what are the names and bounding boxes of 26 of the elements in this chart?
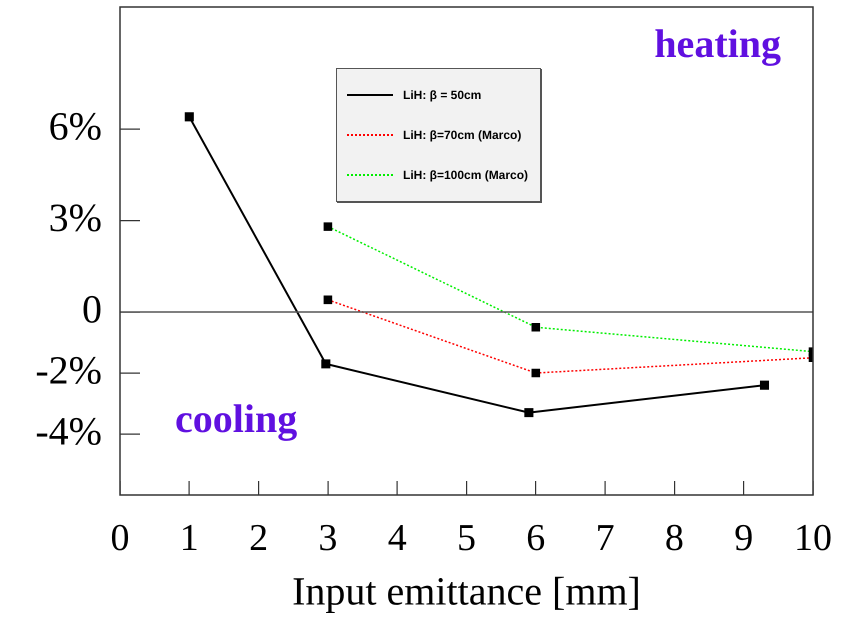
x-tick-label: 7 <box>596 516 615 559</box>
point <box>184 112 194 122</box>
x-tick-label: 0 <box>110 516 130 559</box>
x-tick-label: 10 <box>794 516 832 559</box>
annotation: heating <box>654 21 781 66</box>
annotation: cooling <box>175 396 298 441</box>
x-tick-label: 5 <box>457 516 476 559</box>
y-tick-label: 0 <box>82 286 102 332</box>
legend-label: LiH: β=70cm (Marco) <box>403 128 522 142</box>
x-tick-label: 1 <box>180 516 199 559</box>
point <box>760 380 770 390</box>
y-tick-label: -2% <box>35 348 102 392</box>
legend-label: LiH: β=100cm (Marco) <box>403 168 528 182</box>
x-tick-label: 2 <box>249 516 268 559</box>
point <box>321 359 330 368</box>
y-tick-label: -4% <box>35 408 102 454</box>
point <box>524 408 534 418</box>
x-tick-label: 3 <box>318 516 338 559</box>
y-tick-label: 6% <box>48 104 102 148</box>
x-tick-label: 9 <box>734 516 754 559</box>
y-tick-label: 3% <box>48 195 102 240</box>
x-tick-label: 6 <box>526 516 546 559</box>
x-tick-label: 4 <box>388 516 407 559</box>
legend-label: LiH: β = 50cm <box>403 88 482 102</box>
x-tick-label: 8 <box>664 516 684 559</box>
x-axis-title: Input emittance [mm] <box>292 568 641 614</box>
